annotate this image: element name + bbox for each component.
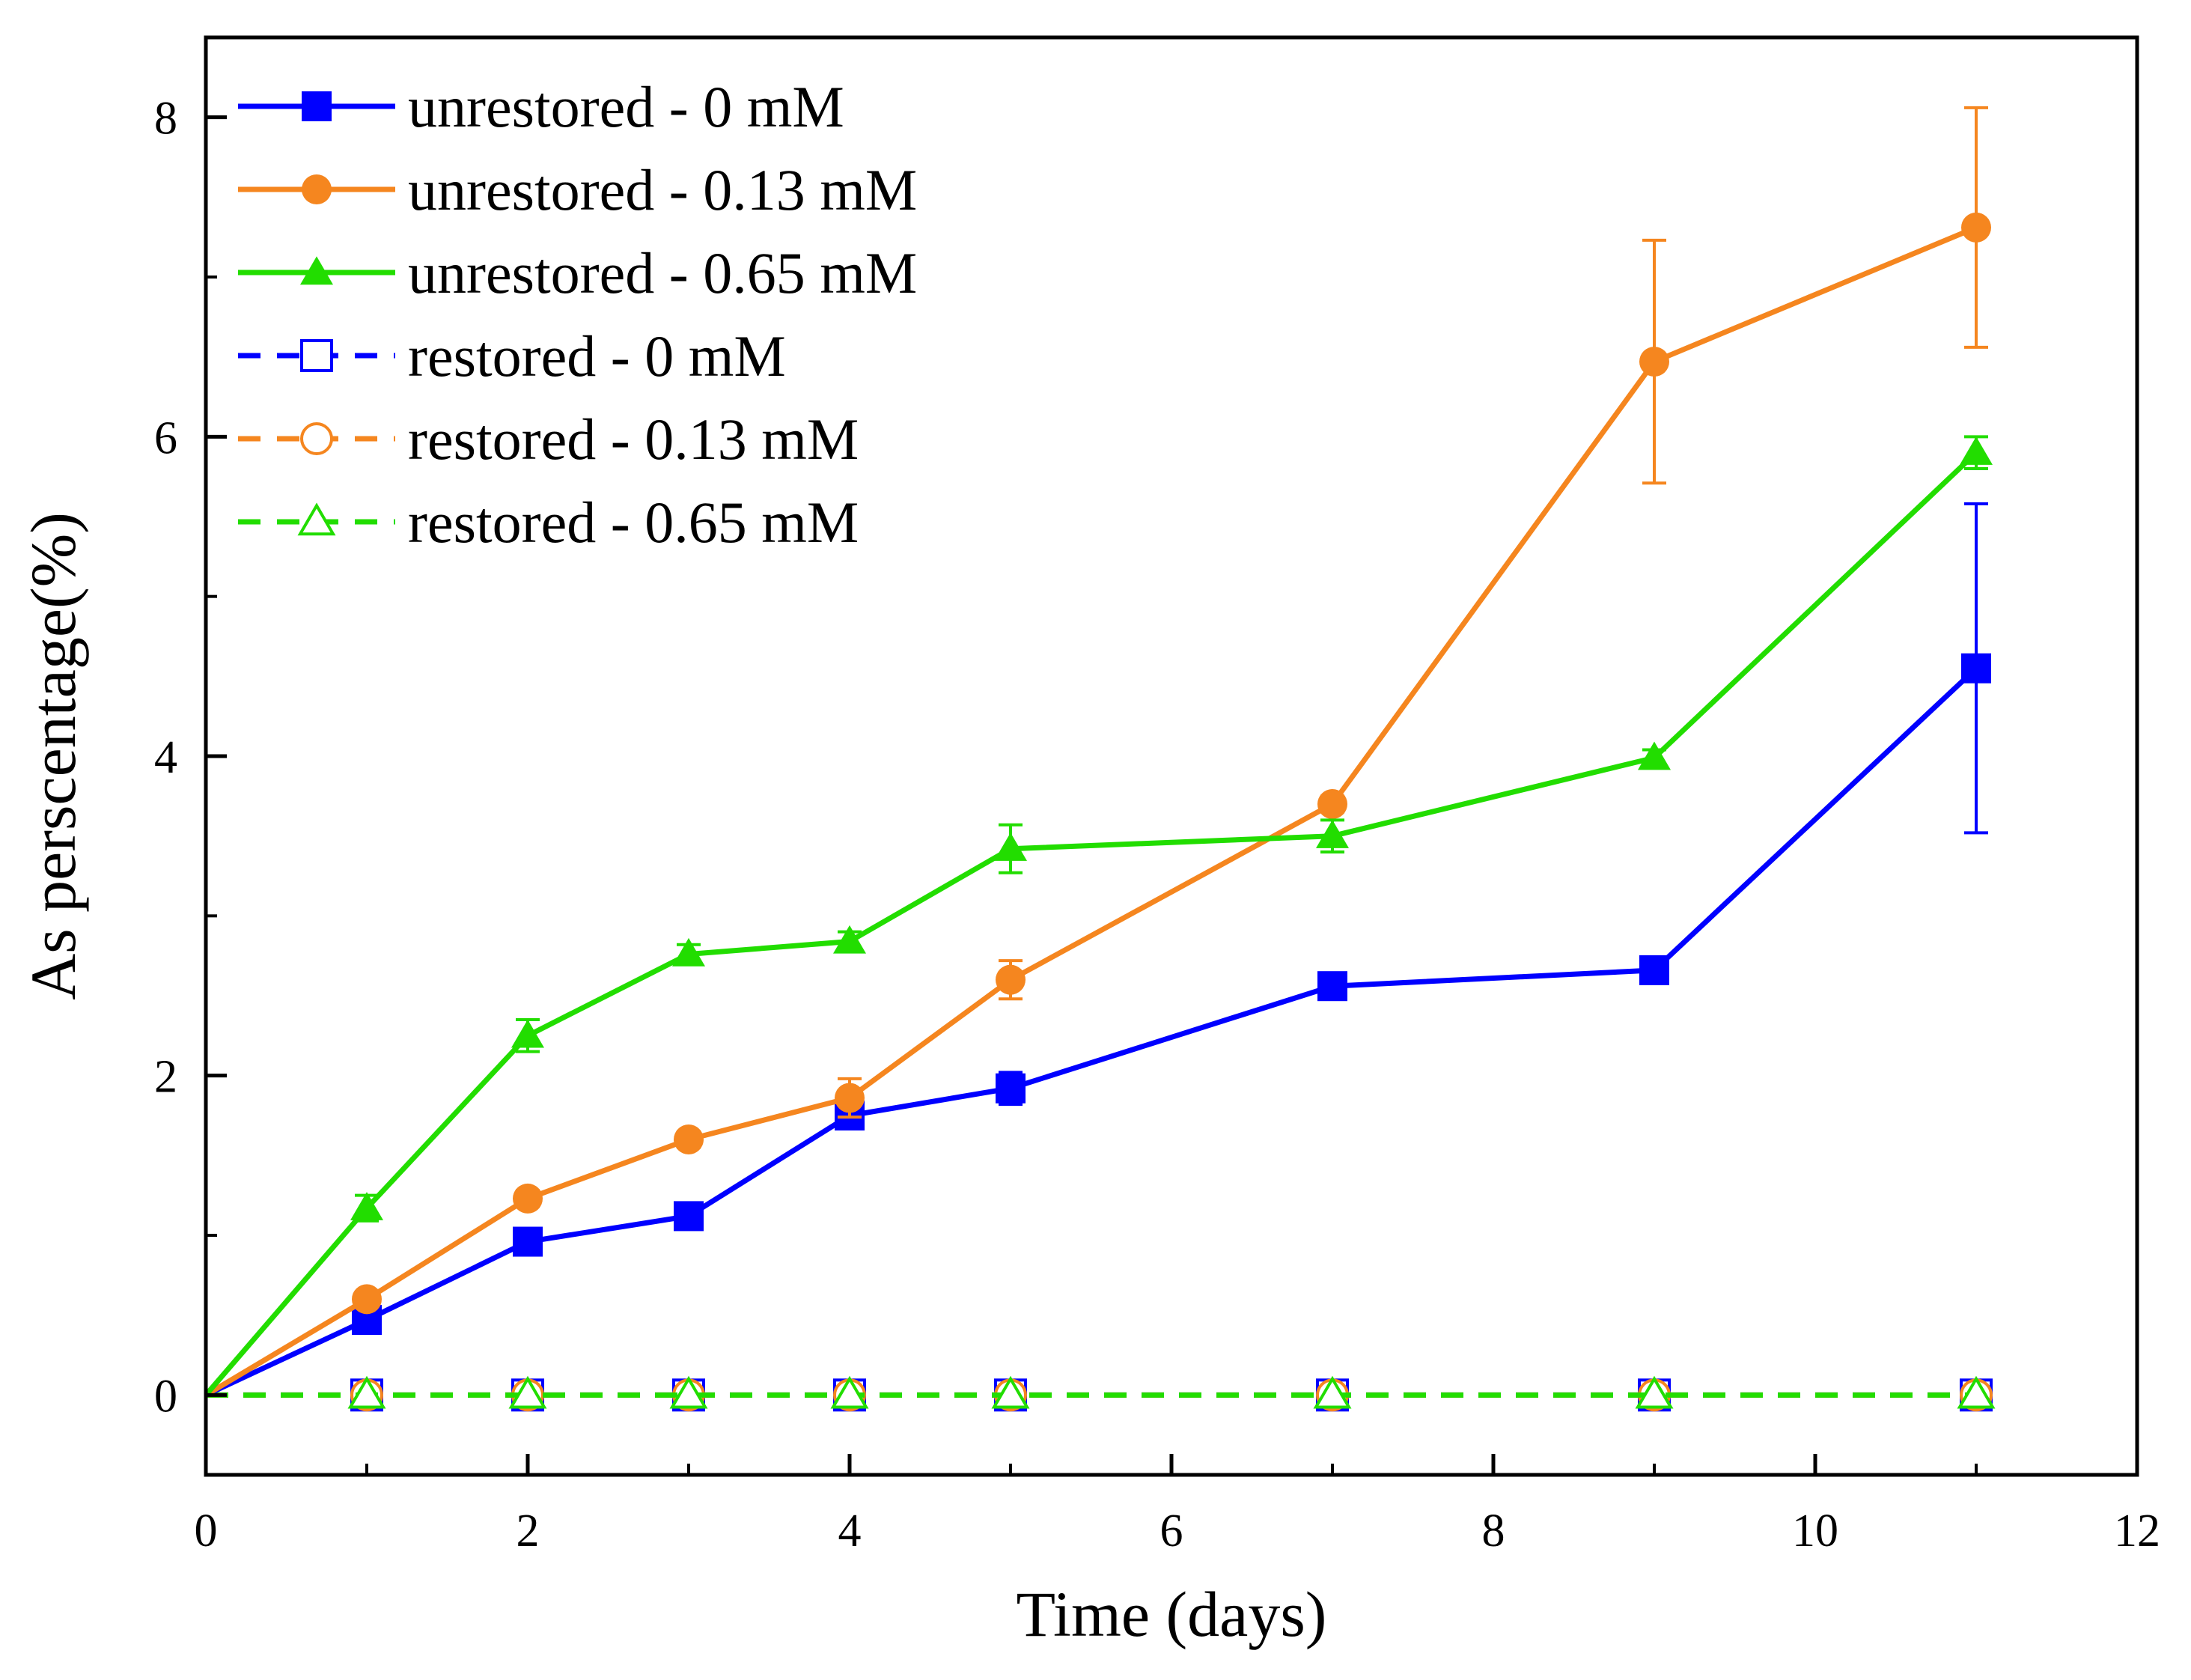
legend-marker: [302, 174, 332, 204]
axes-layer: 0 2 4 6 8 10 12 0 2 4 6 8: [154, 94, 2160, 1556]
legend-item: restored - 0.13 mM: [238, 407, 859, 472]
legend-label: unrestored - 0 mM: [408, 74, 844, 139]
data-point: [1316, 820, 1349, 848]
x-tick-label: 2: [516, 1506, 540, 1556]
data-point: [1635, 1375, 1674, 1409]
series-layer: [204, 106, 1996, 1412]
data-point: [835, 1083, 865, 1113]
data-point: [352, 1284, 382, 1315]
x-tick-label: 6: [1160, 1506, 1183, 1556]
data-point: [830, 1375, 869, 1409]
data-point: [672, 937, 705, 967]
legend-item: unrestored - 0.65 mM: [238, 240, 917, 305]
data-point: [508, 1375, 547, 1409]
series-restored-0-65-mm: [206, 1375, 1996, 1409]
y-tick-label: 0: [154, 1371, 177, 1422]
legend-label: unrestored - 0.13 mM: [408, 157, 917, 222]
x-tick-label: 8: [1482, 1506, 1505, 1556]
data-point: [833, 925, 866, 954]
data-point: [1639, 347, 1669, 377]
y-axis-title: As perscentage(%): [17, 512, 89, 1000]
x-axis-title: Time (days): [1017, 1578, 1327, 1650]
y-tick-label: 6: [154, 413, 177, 463]
legend-marker: [302, 91, 332, 121]
legend-label: restored - 0.65 mM: [408, 490, 859, 555]
data-point: [513, 1183, 543, 1214]
series-unrestored-0-65-mm: [204, 435, 1993, 1397]
y-tick-label: 4: [154, 732, 177, 783]
legend-label: restored - 0 mM: [408, 323, 786, 389]
data-point: [1317, 789, 1347, 819]
data-point: [350, 1192, 383, 1220]
legend: unrestored - 0 mM unrestored - 0.13 mM unr…: [238, 74, 917, 555]
data-point: [513, 1226, 543, 1257]
data-point: [674, 1201, 704, 1232]
x-tick-label: 10: [1792, 1506, 1838, 1556]
data-point: [674, 1124, 704, 1154]
data-point: [1639, 955, 1669, 985]
data-point: [511, 1019, 544, 1048]
data-point: [1638, 741, 1671, 770]
legend-marker: [300, 339, 333, 372]
data-point: [991, 1375, 1030, 1409]
data-point: [1317, 971, 1347, 1002]
legend-label: restored - 0.13 mM: [408, 407, 859, 472]
data-point: [1960, 436, 1993, 465]
x-tick-label: 4: [838, 1506, 862, 1556]
legend-marker: [300, 422, 333, 455]
data-point: [996, 1073, 1026, 1104]
legend-label: unrestored - 0.65 mM: [408, 240, 917, 305]
data-point: [669, 1375, 708, 1409]
data-point: [1313, 1375, 1352, 1409]
y-tick-label: 8: [154, 94, 177, 144]
x-tick-label: 0: [195, 1506, 218, 1556]
x-tick-label: 12: [2114, 1506, 2160, 1556]
legend-item: restored - 0.65 mM: [238, 490, 859, 555]
data-point: [347, 1375, 386, 1409]
y-tick-label: 2: [154, 1052, 177, 1103]
data-point: [1957, 1375, 1996, 1409]
legend-item: unrestored - 0.13 mM: [238, 157, 917, 222]
legend-marker: [300, 256, 333, 285]
data-point: [994, 833, 1027, 861]
data-point: [1961, 653, 1991, 684]
legend-marker: [297, 502, 336, 536]
data-point: [996, 964, 1026, 995]
legend-item: restored - 0 mM: [238, 323, 786, 389]
series-unrestored-0-13-mm: [204, 106, 1991, 1398]
data-point: [1961, 212, 1991, 243]
legend-item: unrestored - 0 mM: [238, 74, 844, 139]
